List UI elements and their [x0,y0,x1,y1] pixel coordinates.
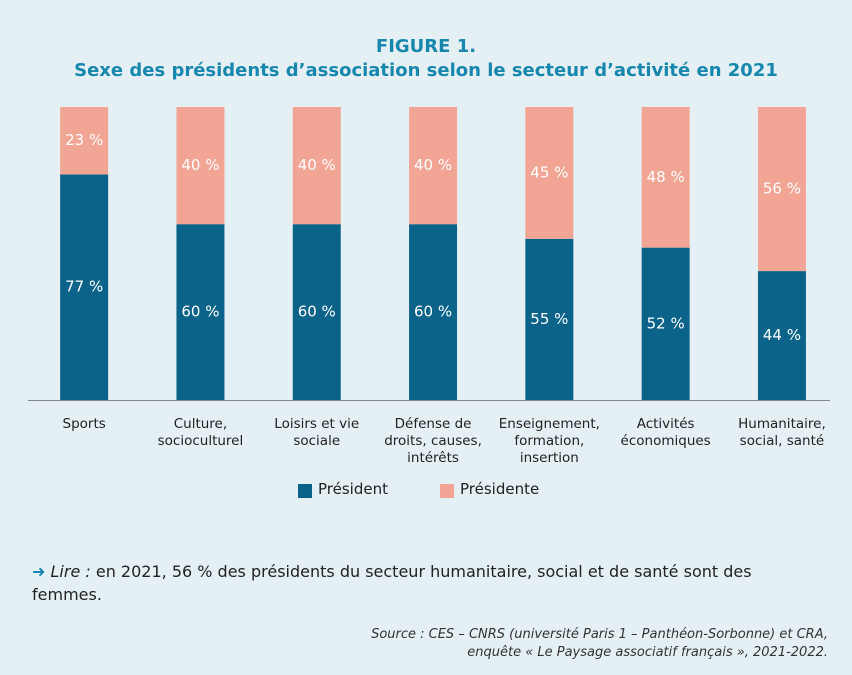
value-label: 77 % [65,278,103,296]
bar-segment [409,107,458,225]
value-label: 55 % [530,310,568,328]
bar-segment [292,224,341,400]
bar-segment [525,107,574,239]
value-label: 23 % [65,131,103,149]
bar-segment [409,224,458,400]
bar-segment [641,247,690,400]
chart-title: FIGURE 1. [375,36,477,57]
value-label: 52 % [647,314,685,332]
x-tick-label: Sports [62,416,106,432]
bar-segment [641,107,690,248]
source: Source : CES – CNRS (université Paris 1 … [371,627,828,642]
note-label: Lire : [50,562,91,581]
x-tick-label: Culture, socioculturel [157,416,244,449]
x-tick-label: Loisirs et vie sociale [274,416,360,449]
x-tick-label: Défense de droits, causes, intérêts [384,416,482,466]
bar-segment [60,174,109,400]
value-label: 60 % [414,303,452,321]
bar-segment [757,107,806,272]
bar-segment [525,238,574,400]
x-tick-label: Enseignement, formation, insertion [498,416,600,466]
x-tick-label: Humanitaire, social, santé [738,416,826,449]
note-text: en 2021, 56 % des présidents du secteur … [32,562,752,604]
value-label: 40 % [298,156,336,174]
value-label: 60 % [181,303,219,321]
bar-segment [757,271,806,400]
legend-label: Présidente [460,480,540,498]
note: ➜ Lire : en 2021, 56 % des présidents du… [32,560,772,606]
value-label: 45 % [530,163,568,181]
bar-segment [292,107,341,225]
legend-swatch [298,484,312,498]
value-label: 48 % [647,168,685,186]
value-label: 40 % [414,156,452,174]
value-label: 56 % [763,180,801,198]
value-label: 60 % [298,303,336,321]
legend-swatch [440,484,454,498]
chart-subtitle: Sexe des présidents d’association selon … [74,60,778,81]
arrow-icon: ➜ [32,562,46,581]
bar-segment [60,107,109,175]
bar-segment [176,107,225,225]
value-label: 44 % [763,326,801,344]
legend-label: Président [318,480,388,498]
value-label: 40 % [181,156,219,174]
source: enquête « Le Paysage associatif français… [467,645,828,660]
bar-segment [176,224,225,400]
x-tick-label: Activités économiques [620,416,711,449]
